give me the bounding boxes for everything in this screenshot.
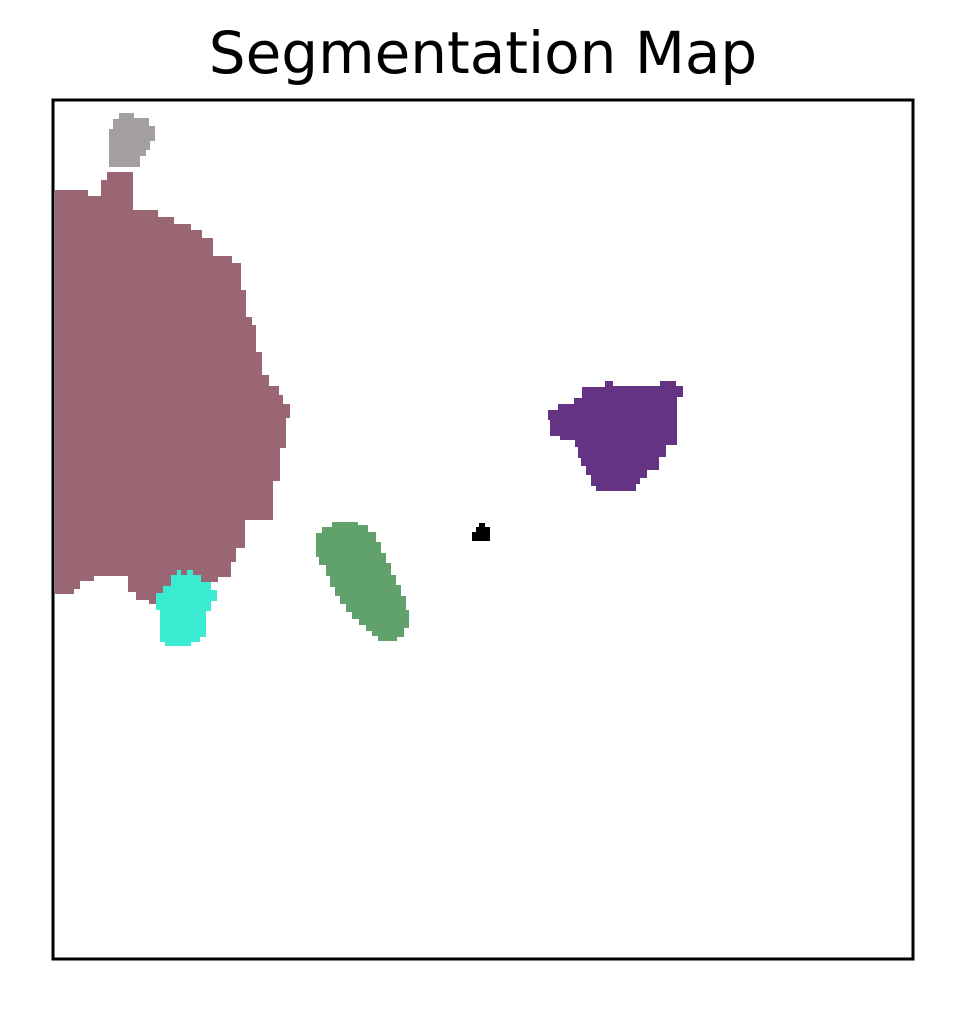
- plot-frame: [51, 98, 915, 961]
- segment-large-mauve: [55, 172, 290, 608]
- segment-gray-top: [109, 113, 155, 167]
- segment-cyan: [156, 570, 217, 646]
- segment-green: [316, 522, 409, 641]
- chart-title: Segmentation Map: [208, 19, 758, 87]
- segment-black-dot: [472, 523, 490, 541]
- segment-purple: [548, 381, 683, 491]
